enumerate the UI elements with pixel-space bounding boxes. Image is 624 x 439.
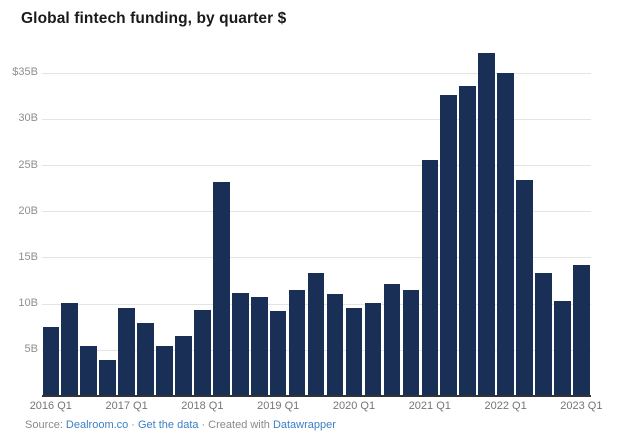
separator-dot: · xyxy=(201,419,206,431)
bar-2021-q2[interactable] xyxy=(440,94,458,396)
gridline-20b xyxy=(42,211,591,213)
bar-2021-q3[interactable] xyxy=(459,86,476,396)
source-link[interactable]: Dealroom.co xyxy=(65,419,129,431)
x-tick-label-2022-q1: 2022 Q1 xyxy=(484,400,527,412)
bar-2018-q3[interactable] xyxy=(232,292,249,396)
bar-2020-q3[interactable] xyxy=(383,284,401,396)
bar-2017-q3[interactable] xyxy=(156,346,173,396)
bar-2017-q1[interactable] xyxy=(118,308,135,396)
source-label: Source: xyxy=(25,419,63,431)
bar-2022-q2[interactable] xyxy=(516,179,533,396)
created-with-label: Created with xyxy=(208,419,270,431)
bar-2022-q1[interactable] xyxy=(497,72,514,396)
bar-2018-q4[interactable] xyxy=(250,297,268,396)
chart-title: Global fintech funding, by quarter $ xyxy=(21,10,287,27)
bar-2022-q3[interactable] xyxy=(535,273,552,396)
y-tick-label-15b: 15B xyxy=(18,250,38,263)
gridline-35b xyxy=(42,72,591,74)
bar-2016-q1[interactable] xyxy=(42,326,60,396)
x-tick-label-2017-q1: 2017 Q1 xyxy=(105,400,148,412)
bar-2016-q4[interactable] xyxy=(99,359,116,396)
footer: Source: Dealroom.co · Get the data · Created … xyxy=(25,418,339,432)
x-tick-label-2018-q1: 2018 Q1 xyxy=(181,400,224,412)
gridline-25b xyxy=(42,165,591,166)
bar-2017-q2[interactable] xyxy=(137,323,154,396)
bar-2022-q4[interactable] xyxy=(554,300,571,396)
get-the-data-link[interactable]: Get the data xyxy=(137,419,199,431)
bar-2018-q1[interactable] xyxy=(194,310,211,396)
bar-2019-q4[interactable] xyxy=(326,294,344,396)
bar-2020-q2[interactable] xyxy=(364,302,382,396)
x-tick-label-2016-q1: 2016 Q1 xyxy=(29,400,72,412)
bar-2019-q2[interactable] xyxy=(288,289,306,396)
bar-2020-q1[interactable] xyxy=(345,308,363,396)
x-tick-label-2019-q1: 2019 Q1 xyxy=(257,400,300,412)
bar-2018-q2[interactable] xyxy=(213,181,230,396)
bar-2019-q1[interactable] xyxy=(269,310,287,396)
gridline-30b xyxy=(42,118,591,120)
separator-dot: · xyxy=(131,419,135,431)
gridline-15b xyxy=(42,257,591,259)
bar-2016-q3[interactable] xyxy=(80,346,97,396)
y-tick-label-30b: 30B xyxy=(18,112,38,125)
x-tick-label-2023-q1: 2023 Q1 xyxy=(560,400,603,412)
y-tick-label-5b: 5B xyxy=(24,343,38,356)
bar-2021-q1[interactable] xyxy=(421,160,439,396)
y-tick-label-10b: 10B xyxy=(18,297,38,310)
bar-2017-q4[interactable] xyxy=(175,335,192,396)
bar-2020-q4[interactable] xyxy=(402,289,420,396)
x-tick-label-2021-q1: 2021 Q1 xyxy=(408,400,451,412)
bar-2019-q3[interactable] xyxy=(307,273,325,396)
y-tick-label-20b: 20B xyxy=(18,204,38,217)
bar-2023-q1[interactable] xyxy=(573,264,590,396)
bar-2021-q4[interactable] xyxy=(478,53,495,396)
bar-2016-q2[interactable] xyxy=(61,302,79,396)
x-axis-line xyxy=(42,394,591,397)
y-tick-label-25b: 25B xyxy=(18,158,38,171)
y-tick-label-35b: $35B xyxy=(12,66,38,79)
datawrapper-link[interactable]: Datawrapper xyxy=(272,419,336,431)
x-tick-label-2020-q1: 2020 Q1 xyxy=(332,400,376,412)
